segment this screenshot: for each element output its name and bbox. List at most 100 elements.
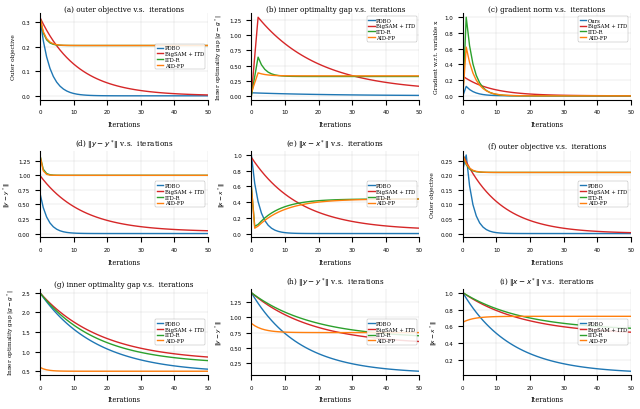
BigSAM + ITD [36, 290, 44, 295]
ITD-R [248, 184, 255, 189]
PDBO [73, 329, 81, 334]
Line: AID-FP: AID-FP [40, 155, 208, 176]
ITD-R [161, 173, 168, 178]
BigSAM + ITD [201, 355, 209, 360]
Title: (d) $\|y - y^*\|$ v.s.  iterations: (d) $\|y - y^*\|$ v.s. iterations [75, 138, 173, 152]
Line: BigSAM + ITD: BigSAM + ITD [40, 18, 208, 96]
AID-FP [301, 330, 309, 335]
ITD-R [362, 197, 369, 202]
Line: BigSAM + ITD: BigSAM + ITD [463, 77, 631, 97]
AID-FP [86, 369, 94, 374]
ITD-R [147, 44, 155, 49]
Line: PDBO: PDBO [252, 155, 419, 234]
Ours [516, 94, 524, 99]
AID-FP [298, 330, 306, 335]
AID-FP [627, 171, 635, 175]
PDBO [204, 231, 212, 236]
BigSAM + ITD [372, 79, 380, 84]
PDBO [584, 231, 591, 236]
ITD-R [513, 171, 520, 175]
Line: BigSAM + ITD: BigSAM + ITD [40, 293, 208, 357]
ITD-R [509, 312, 517, 317]
BigSAM + ITD [288, 47, 296, 52]
X-axis label: Iterations: Iterations [531, 121, 563, 129]
AID-FP [624, 94, 632, 99]
ITD-R [201, 44, 209, 49]
AID-FP [285, 330, 292, 335]
ITD-R [584, 94, 591, 99]
AID-FP [412, 330, 420, 335]
BigSAM + ITD [580, 94, 588, 99]
PDBO [496, 334, 504, 339]
ITD-R [36, 16, 44, 21]
BigSAM + ITD [513, 213, 520, 218]
ITD-R [496, 308, 504, 312]
ITD-R [248, 290, 255, 295]
Line: ITD-R: ITD-R [40, 18, 208, 46]
BigSAM + ITD [358, 221, 366, 226]
ITD-R [459, 153, 467, 158]
BigSAM + ITD [624, 330, 632, 335]
PDBO [86, 231, 94, 236]
AID-FP [201, 369, 209, 374]
AID-FP [415, 74, 423, 79]
Ours [499, 94, 507, 99]
Line: PDBO: PDBO [40, 18, 208, 97]
BigSAM + ITD [157, 350, 164, 355]
BigSAM + ITD [627, 94, 635, 99]
Line: Ours: Ours [463, 87, 631, 97]
PDBO [412, 94, 420, 99]
PDBO [415, 94, 423, 99]
AID-FP [204, 173, 212, 178]
ITD-R [459, 94, 467, 99]
PDBO [157, 231, 164, 236]
ITD-R [285, 311, 292, 316]
AID-FP [305, 202, 312, 207]
AID-FP [150, 173, 158, 178]
Ours [573, 94, 581, 99]
Y-axis label: Outer objective: Outer objective [11, 35, 16, 80]
AID-FP [580, 171, 588, 175]
AID-FP [372, 198, 380, 202]
Title: (a) outer objective v.s.  iterations: (a) outer objective v.s. iterations [64, 6, 184, 13]
ITD-R [372, 75, 380, 80]
ITD-R [580, 323, 588, 328]
BigSAM + ITD [73, 321, 81, 326]
PDBO [301, 231, 309, 236]
BigSAM + ITD [90, 214, 97, 219]
BigSAM + ITD [201, 93, 209, 98]
AID-FP [459, 320, 467, 325]
ITD-R [201, 173, 209, 178]
PDBO [627, 369, 635, 374]
AID-FP [412, 74, 420, 79]
ITD-R [86, 44, 94, 49]
AID-FP [288, 205, 296, 210]
ITD-R [191, 44, 198, 49]
ITD-R [150, 173, 158, 178]
PDBO [415, 231, 423, 236]
Line: AID-FP: AID-FP [252, 324, 419, 333]
X-axis label: Iterations: Iterations [531, 258, 563, 266]
ITD-R [298, 316, 306, 321]
Legend: PDBO, BigSAM + ITD, ITD-R, AID-FP: PDBO, BigSAM + ITD, ITD-R, AID-FP [367, 17, 417, 43]
AID-FP [513, 314, 520, 319]
ITD-R [496, 171, 504, 175]
AID-FP [580, 314, 588, 319]
AID-FP [624, 314, 632, 319]
AID-FP [301, 202, 309, 207]
PDBO [415, 369, 423, 374]
PDBO [462, 153, 470, 158]
BigSAM + ITD [254, 16, 262, 21]
ITD-R [627, 326, 635, 331]
X-axis label: Iterations: Iterations [319, 396, 352, 403]
Y-axis label: Inner optimality gap $|g - g^*|$: Inner optimality gap $|g - g^*|$ [214, 14, 224, 101]
Line: PDBO: PDBO [40, 293, 208, 369]
AID-FP [147, 44, 155, 49]
PDBO [204, 94, 212, 99]
X-axis label: Iterations: Iterations [319, 258, 352, 266]
BigSAM + ITD [570, 94, 578, 99]
ITD-R [415, 333, 423, 338]
BigSAM + ITD [412, 84, 420, 89]
X-axis label: Iterations: Iterations [108, 121, 140, 129]
ITD-R [248, 94, 255, 99]
